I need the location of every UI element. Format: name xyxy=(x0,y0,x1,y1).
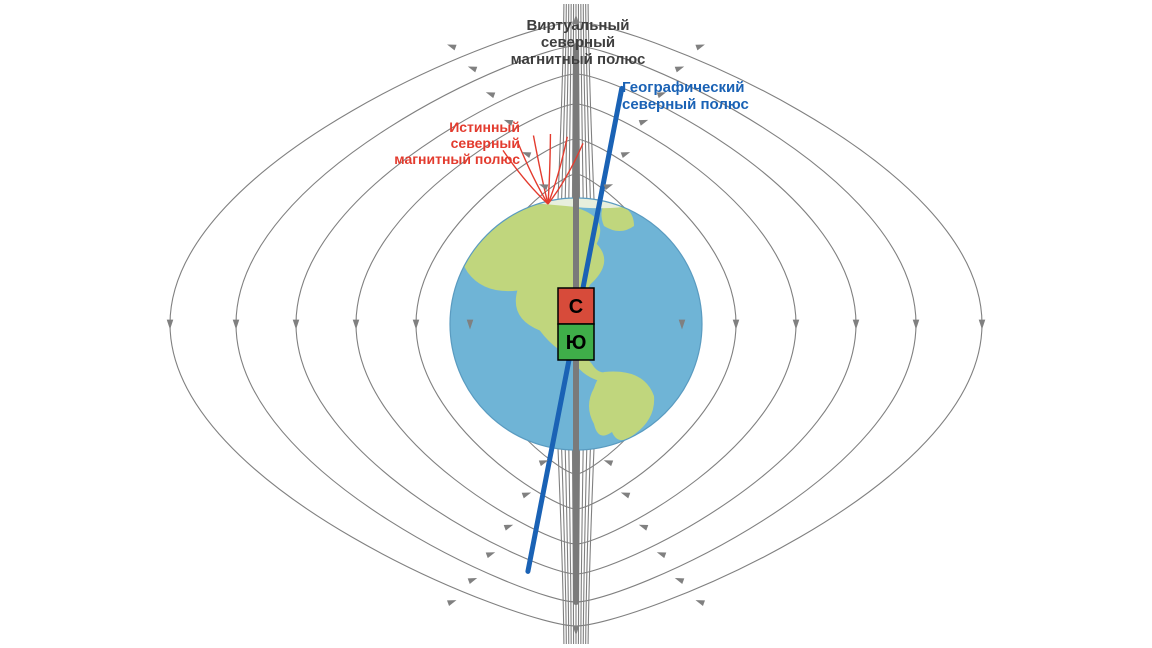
magnet-north-label: С xyxy=(569,296,583,318)
geographic-north-pole-label-line: северный полюс xyxy=(622,96,749,113)
labels: Виртуальныйсеверныймагнитный полюсГеогра… xyxy=(394,17,749,167)
virtual-north-magnetic-pole-label-line: Виртуальный xyxy=(526,17,629,34)
virtual-north-magnetic-pole-label-line: магнитный полюс xyxy=(511,51,646,68)
geographic-north-pole-label-line: Географический xyxy=(622,79,745,96)
bar-magnet: С Ю xyxy=(558,288,594,360)
magnet-south-label: Ю xyxy=(566,332,587,354)
earth-magnetic-field-diagram: С Ю Виртуальныйсеверныймагнитный полюсГе… xyxy=(0,0,1152,648)
true-north-magnetic-pole-label-line: магнитный полюс xyxy=(394,151,520,167)
virtual-north-magnetic-pole-label-line: северный xyxy=(541,34,615,51)
true-north-magnetic-pole-label-line: северный xyxy=(451,135,520,151)
